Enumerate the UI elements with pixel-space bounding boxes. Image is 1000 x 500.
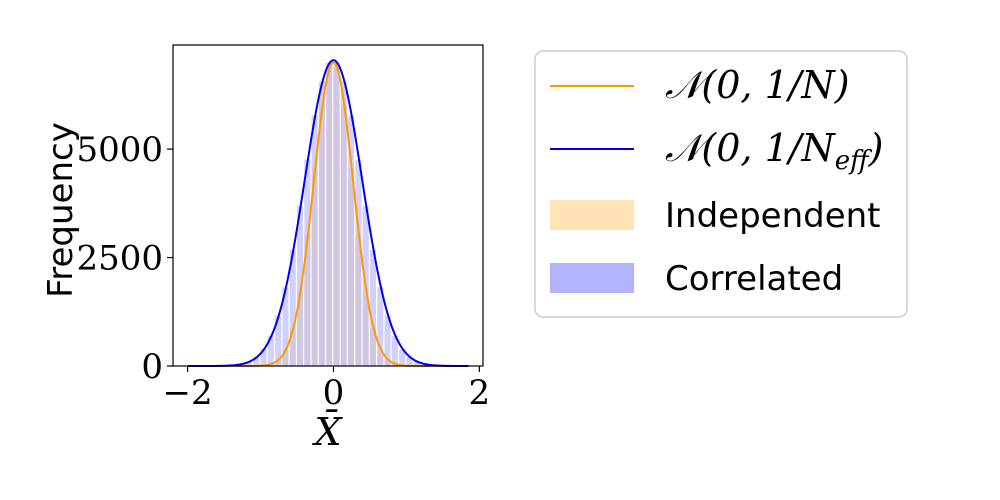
histogram-bar — [253, 357, 260, 366]
histogram-bar — [318, 81, 325, 367]
x-tick-label: 0 — [323, 373, 345, 413]
curve-correlated-normal — [187, 59, 469, 367]
legend: 𝒩(0, 1/N) 𝒩(0, 1/Neff) Independent Correlat… — [534, 50, 908, 318]
histogram-bar — [297, 206, 304, 366]
y-tick-label: 2500 — [76, 239, 163, 279]
x-axis-label: X̄ — [311, 410, 343, 454]
histogram-correlated — [224, 62, 442, 367]
legend-label: Independent — [665, 196, 881, 236]
legend-frame — [534, 50, 908, 318]
histogram-bar — [391, 335, 398, 366]
legend-item: 𝒩(0, 1/Neff) — [550, 126, 883, 176]
axes-frame — [172, 44, 484, 367]
histogram-bar — [406, 357, 413, 366]
legend-item: 𝒩(0, 1/N) — [550, 63, 850, 107]
histogram-bar — [333, 62, 340, 367]
histogram-bar — [369, 250, 377, 366]
x-tick-label: −2 — [163, 373, 213, 413]
histogram-bar — [311, 115, 318, 366]
histogram-bar — [399, 349, 406, 366]
histogram-bar — [304, 159, 311, 366]
histogram-bar — [260, 349, 267, 366]
legend-item: Correlated — [550, 259, 843, 299]
histogram-bar — [245, 361, 253, 366]
y-tick-label: 0 — [141, 347, 163, 387]
x-tick-label: 2 — [469, 373, 491, 413]
legend-label: Correlated — [665, 259, 843, 299]
histogram-bar — [384, 315, 391, 366]
histogram-bar — [289, 250, 296, 366]
plot-area — [187, 59, 469, 367]
y-tick-label: 5000 — [76, 130, 163, 170]
histogram-bar — [267, 335, 274, 366]
histogram-bar — [282, 287, 289, 366]
histogram-bar — [340, 81, 347, 367]
legend-patch-swatch — [550, 263, 634, 293]
histogram-bar — [348, 115, 355, 366]
histogram-bar — [355, 159, 362, 366]
y-axis-label: Frequency — [41, 122, 81, 298]
legend-patch-swatch — [550, 200, 634, 230]
histogram-bar — [421, 363, 428, 366]
histogram-bar — [413, 361, 420, 366]
legend-label: 𝒩(0, 1/Neff) — [665, 126, 883, 176]
histogram-bar — [377, 287, 384, 366]
legend-label: 𝒩(0, 1/N) — [665, 63, 850, 107]
histogram-bar — [275, 315, 282, 366]
legend-item: Independent — [550, 196, 881, 236]
histogram-bar — [326, 62, 333, 367]
